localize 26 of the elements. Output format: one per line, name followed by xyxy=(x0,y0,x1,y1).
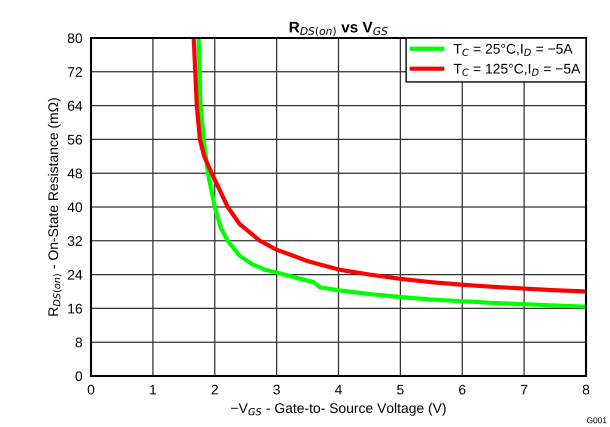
text: G001 xyxy=(586,417,607,424)
x-tick-label: 1 xyxy=(150,384,156,394)
y-tick-label: 40 xyxy=(68,202,82,212)
y-tick-label: 72 xyxy=(68,67,82,77)
x-tick-label: 7 xyxy=(520,384,528,394)
x-tick-label: 5 xyxy=(397,384,404,395)
chart-title: R$_{DS(on)}$ vs V$_{GS}$ xyxy=(290,22,388,36)
y-tick-label: 8 xyxy=(76,338,82,348)
y-tick-label: 0 xyxy=(75,371,82,382)
x-tick-label: 8 xyxy=(582,384,590,395)
y-tick-label: 64 xyxy=(68,100,82,111)
x-tick-label: 4 xyxy=(334,384,342,394)
y-axis-title: R$_{DS(on)}$ - On-State Resistance (mΩ) xyxy=(48,98,62,316)
x-tick-label: 6 xyxy=(459,384,466,395)
legend-label: T$_{C}$ = 125°C,I$_{D}$ = −5A xyxy=(454,64,580,76)
y-tick-label: 32 xyxy=(68,236,82,246)
y-tick-label: 24 xyxy=(68,270,82,280)
y-tick-label: 16 xyxy=(68,304,82,314)
x-tick-label: 0 xyxy=(88,384,94,395)
legend-label: T$_{C}$ = 25°C,I$_{D}$ = −5A xyxy=(454,44,573,56)
x-axis-title: −V$_{GS}$ - Gate-to- Source Voltage (V) xyxy=(231,402,446,416)
y-tick-label: 48 xyxy=(68,168,82,178)
x-tick-label: 3 xyxy=(273,384,280,395)
y-tick-label: 80 xyxy=(68,33,82,44)
y-tick-label: 56 xyxy=(68,134,82,145)
x-tick-label: 2 xyxy=(212,384,218,394)
